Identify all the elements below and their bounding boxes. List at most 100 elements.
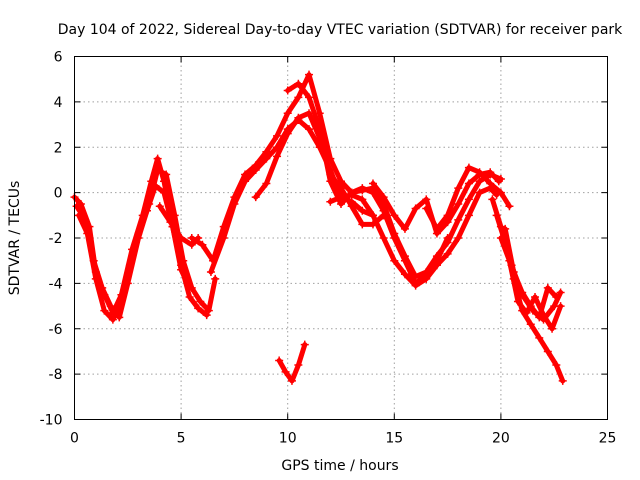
data-point [153,165,162,174]
data-point [475,188,484,197]
data-point [535,333,544,342]
data-point [134,229,143,238]
data-point [76,199,85,208]
data-point [443,249,452,258]
data-point [496,188,505,197]
data-point [526,302,535,311]
data-point [556,302,565,311]
data-point [492,211,501,220]
data-point [400,224,409,233]
data-point [305,70,314,79]
data-point [422,195,431,204]
data-point [204,306,213,315]
data-point [464,163,473,172]
data-point [281,367,290,376]
series-track-5 [189,72,355,264]
data-point [183,279,192,288]
data-point [166,218,175,227]
data-point [305,125,314,134]
tick-labels: 0 5 10 15 20 25 -10 -8 -6 -4 -2 0 2 4 6 [40,50,617,447]
data-point [294,93,303,102]
data-point [283,129,292,138]
data-point [262,154,271,163]
data-point [347,202,356,211]
y-tick-label: 4 [54,95,63,111]
data-point [513,297,522,306]
x-tick-label: 0 [70,431,79,447]
data-point [196,297,205,306]
data-point [151,181,160,190]
chart-title: Day 104 of 2022, Sidereal Day-to-day VTE… [58,22,623,38]
data-point [558,376,567,385]
data-point [177,234,186,242]
data-point [422,268,431,277]
data-point [422,274,431,283]
data-point [368,211,377,220]
data-point [275,356,284,365]
data-point [315,109,324,118]
data-point [294,113,303,122]
x-tick-label: 15 [385,431,403,447]
data-point [548,324,557,333]
data-point [432,252,441,261]
data-point [358,206,367,215]
data-point [494,177,503,186]
data-point [198,240,207,249]
data-point [411,272,420,281]
data-point [337,199,345,208]
data-point [526,320,535,329]
data-point [230,199,239,208]
data-point [74,211,83,220]
data-point [187,240,196,249]
y-tick-label: -6 [49,322,63,338]
data-point [185,292,194,301]
data-point [326,177,335,186]
data-point [464,211,473,220]
data-point [379,234,388,242]
data-point [552,361,561,370]
y-tick-label: -4 [49,276,63,292]
y-tick-label: 0 [54,186,63,202]
data-point [454,199,463,208]
data-point [337,184,345,193]
data-point [315,125,324,134]
data-point [531,292,540,301]
x-tick-label: 10 [279,431,297,447]
y-tick-label: -2 [49,231,63,247]
y-tick-label: 6 [54,50,63,66]
plot-frame [74,56,608,420]
data-point [400,252,409,261]
y-tick-label: -10 [40,413,63,429]
data-point [160,188,169,197]
y-axis-label: SDTVAR / TECUs [7,181,23,296]
data-point [432,224,441,233]
data-point [294,361,303,370]
x-tick-label: 5 [177,431,186,447]
data-point [153,154,162,163]
data-point [454,184,463,193]
data-point [522,308,531,317]
data-point [251,165,260,174]
data-point [505,202,514,211]
data-point [454,215,463,224]
data-point [556,288,565,297]
data-point [358,220,367,229]
x-axis-label: GPS time / hours [281,458,398,474]
data-point [241,177,250,186]
data-point [91,274,100,283]
data-point [411,281,420,290]
data-point [177,265,186,274]
data-point [100,306,109,315]
data-point [486,168,495,177]
data-point [211,274,220,283]
data-point [337,193,345,202]
data-point [273,152,282,161]
data-point [72,202,81,211]
data-point [305,93,314,102]
data-point [509,268,518,277]
x-tick-label: 20 [492,431,510,447]
data-point [155,202,164,211]
data-point [202,311,211,320]
